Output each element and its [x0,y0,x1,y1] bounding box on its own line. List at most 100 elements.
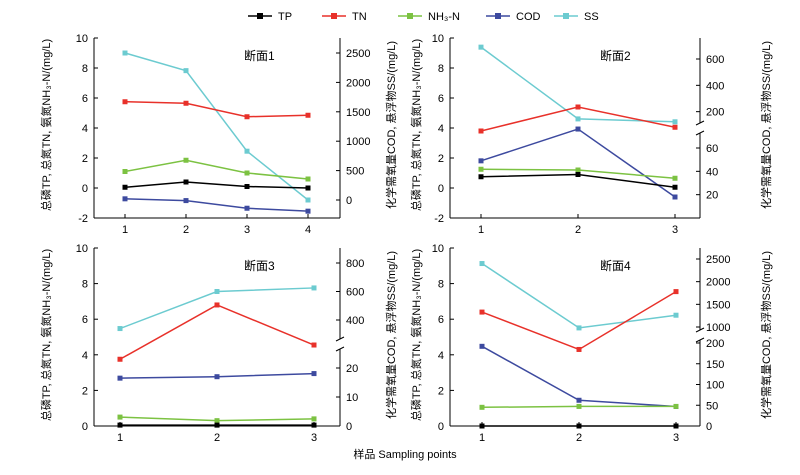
right-tick-label: 2000 [706,277,730,289]
right-tick-label: 20 [346,363,358,375]
x-tick-label: 1 [117,432,123,444]
panel-title: 断面4 [600,258,631,273]
point-nh3n [575,167,581,173]
point-nh3n [673,403,679,409]
point-tn [183,100,189,106]
point-ss [576,325,582,331]
right-tick-label: 2500 [706,254,730,266]
left-tick-label: 4 [438,123,444,135]
point-ss [117,326,123,332]
right-tick-label: 800 [346,258,364,270]
left-tick-label: -2 [78,213,88,225]
point-tn [122,99,128,105]
left-tick-label: 4 [438,350,444,362]
right-tick-label: 1000 [706,322,730,334]
point-cod [305,208,311,214]
point-ss [214,289,220,294]
point-ss [122,50,128,56]
x-tick-label: 1 [478,224,484,236]
point-cod [478,158,484,164]
point-ss [311,285,317,291]
point-ss [575,116,581,122]
right-tick-label: 100 [706,380,724,392]
axis-break-mark [695,120,705,136]
left-tick-label: 2 [438,153,444,165]
point-ss [672,119,678,125]
point-ss [244,148,250,154]
left-tick-label: 8 [438,279,444,291]
right-tick-label: 40 [706,166,718,178]
left-tick-label: 6 [438,93,444,105]
left-tick-label: 8 [438,63,444,75]
right-tick-label: 0 [346,195,352,207]
y-axis-title-left-bottom: 总磷TP, 总氮TN, 氨氮NH₃-N/(mg/L) [39,249,53,421]
series-line-tp [124,181,309,189]
legend-label-cod: COD [516,11,541,23]
point-nh3n [117,414,123,420]
y-axis-title-left-top: 总磷TP, 总氮TN, 氨氮NH₃-N/(mg/L) [39,39,53,211]
legend-label-nh3n: NH₃-N [428,11,460,23]
panel-title: 断面1 [244,48,275,63]
point-tn [311,342,317,348]
point-tp [673,423,679,429]
right-tick-label: 2500 [346,48,370,60]
right-tick-label: 60 [706,143,718,155]
point-tp [672,184,678,190]
x-tick-label: 1 [122,224,128,236]
point-nh3n [576,403,582,409]
y-axis-title-left-col2-top: 总磷TP, 总氮TN, 氨氮NH₃-N/(mg/L) [409,39,423,211]
point-tp [576,423,582,429]
series-line-ss [481,262,677,329]
left-tick-label: 10 [432,243,444,255]
panel-2: -2 0 2 4 6 8 10 20 40 60 200 400 600 1 2 3 断面2 [432,33,725,236]
left-tick-label: 6 [82,93,88,105]
series-line-tn [124,101,309,118]
left-tick-label: 4 [82,123,88,135]
left-tick-label: 0 [438,421,444,433]
series-line-nh3n [124,159,309,180]
left-tick-label: 0 [82,183,88,195]
point-cod [672,194,678,200]
y-axis-title-right-col2-top: 化学需氧量COD, 悬浮物SS/(mg/L) [759,41,773,209]
series-line-cod [124,198,309,212]
right-tick-label: 2000 [346,77,370,89]
point-tp [183,179,189,185]
x-axis-title: 样品 Sampling points [353,447,457,461]
point-tp [122,184,128,190]
left-tick-label: 2 [82,385,88,397]
left-tick-label: 0 [438,183,444,195]
left-tick-label: -2 [434,213,444,225]
point-tp [311,422,317,428]
point-nh3n [479,404,485,410]
point-tn [214,302,220,308]
point-tp [305,185,311,191]
x-tick-label: 4 [305,224,311,236]
panel-title: 断面2 [600,48,631,63]
right-tick-label: 1500 [346,107,370,119]
point-nh3n [478,166,484,172]
right-tick-label: 600 [706,54,724,66]
right-tick-label: 150 [706,359,724,371]
point-nh3n [244,170,250,176]
right-tick-label: 600 [346,287,364,299]
x-tick-label: 1 [479,432,485,444]
legend-marker-cod [495,13,501,19]
left-tick-label: 6 [438,314,444,326]
panel-title: 断面3 [244,258,275,273]
axis-break-mark [695,327,705,343]
point-cod [311,371,317,377]
y-axis-title-right-col2-bottom: 化学需氧量COD, 悬浮物SS/(mg/L) [759,251,773,419]
point-cod [214,374,220,380]
x-tick-label: 3 [244,224,250,236]
y-axis-title-left-col2-bottom: 总磷TP, 总氮TN, 氨氮NH₃-N/(mg/L) [409,249,423,421]
y-axis-title-right-top: 化学需氧量COD, 悬浮物SS/(mg/L) [384,41,398,209]
point-ss [183,68,189,74]
point-nh3n [183,157,189,163]
series-line-cod [480,128,676,198]
x-tick-label: 2 [575,224,581,236]
right-tick-label: 1500 [706,299,730,311]
